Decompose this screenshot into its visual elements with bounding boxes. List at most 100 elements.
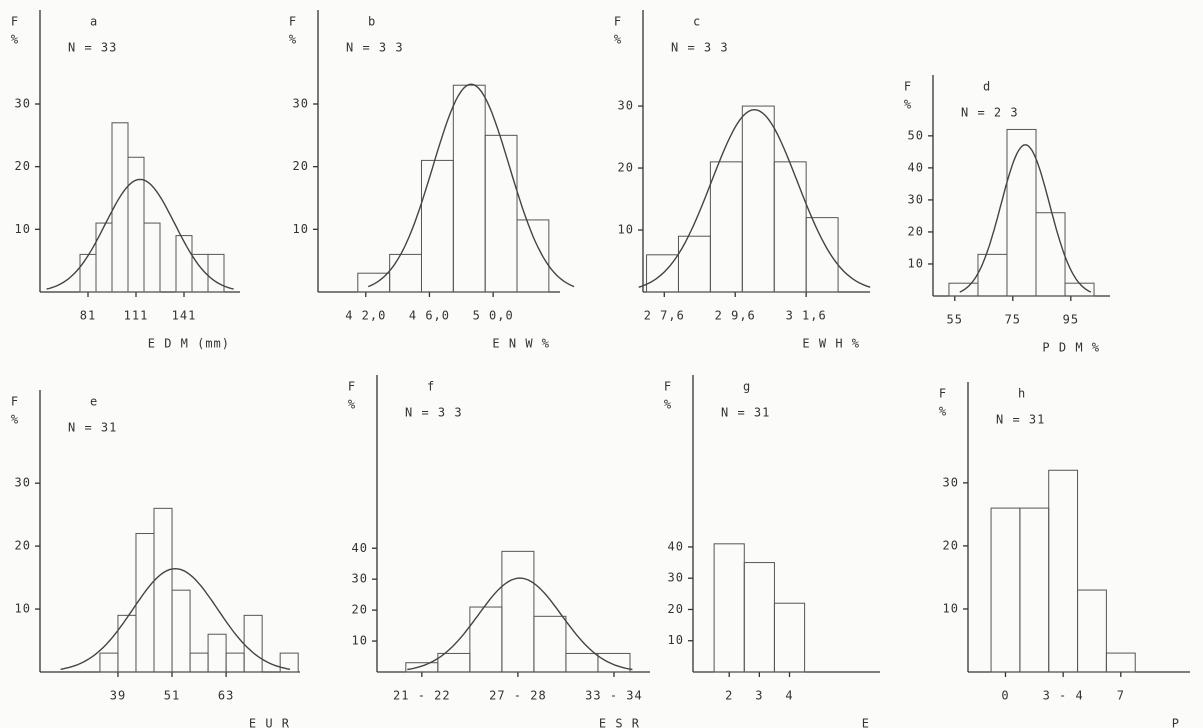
y-tick-label: 30 bbox=[943, 475, 959, 489]
y-tick-label: 10 bbox=[943, 601, 959, 615]
panel-letter: e bbox=[90, 395, 98, 409]
bar bbox=[805, 217, 839, 293]
n-label: N = 31 bbox=[68, 421, 117, 435]
panel-letter: h bbox=[1018, 387, 1026, 401]
bar bbox=[1077, 589, 1107, 673]
bar bbox=[677, 235, 711, 293]
x-label: P D M % bbox=[1042, 341, 1100, 355]
x-label: E bbox=[862, 717, 870, 728]
bar bbox=[153, 507, 173, 673]
bar bbox=[117, 614, 137, 673]
bar bbox=[127, 156, 145, 293]
x-tick-label: 141 bbox=[172, 309, 197, 323]
x-tick-label: 2 9,6 bbox=[715, 309, 756, 323]
y-tick-label: 20 bbox=[15, 159, 31, 173]
x-tick-label: 51 bbox=[164, 689, 180, 703]
n-label: N = 33 bbox=[68, 41, 117, 55]
y-label: % bbox=[289, 33, 297, 47]
bar bbox=[709, 161, 743, 293]
y-label: % bbox=[348, 398, 356, 412]
x-tick-label: 7 bbox=[1117, 689, 1125, 703]
panel-letter: c bbox=[693, 15, 701, 29]
y-tick-label: 50 bbox=[908, 128, 924, 142]
y-label: F bbox=[289, 15, 297, 29]
bar bbox=[1006, 128, 1037, 297]
bar bbox=[95, 222, 113, 293]
bar bbox=[713, 543, 745, 673]
bar bbox=[501, 550, 535, 673]
bar bbox=[977, 253, 1008, 297]
bar bbox=[243, 614, 263, 673]
x-tick-label: 3 1,6 bbox=[786, 309, 827, 323]
y-tick-label: 30 bbox=[618, 99, 634, 113]
x-label: E U R bbox=[249, 717, 290, 728]
x-tick-label: 3 - 4 bbox=[1043, 689, 1084, 703]
y-tick-label: 10 bbox=[668, 633, 684, 647]
y-label: F bbox=[348, 380, 356, 394]
y-tick-label: 20 bbox=[15, 539, 31, 553]
y-label: % bbox=[614, 33, 622, 47]
x-tick-label: 55 bbox=[947, 313, 963, 327]
x-tick-label: 95 bbox=[1063, 313, 1079, 327]
x-tick-label: 81 bbox=[80, 309, 96, 323]
x-tick-label: 63 bbox=[218, 689, 234, 703]
x-tick-label: 0 bbox=[1001, 689, 1009, 703]
panel-letter: a bbox=[90, 15, 98, 29]
bar bbox=[79, 253, 97, 293]
panel-letter: f bbox=[427, 380, 435, 394]
bar bbox=[225, 652, 245, 673]
y-tick-label: 40 bbox=[908, 160, 924, 174]
bar bbox=[773, 602, 806, 673]
y-label: F bbox=[614, 15, 622, 29]
y-tick-label: 20 bbox=[908, 224, 924, 238]
bar bbox=[469, 606, 503, 673]
y-label: % bbox=[664, 398, 672, 412]
bar bbox=[135, 533, 155, 673]
bar bbox=[484, 134, 518, 293]
bar bbox=[207, 253, 225, 293]
y-tick-label: 10 bbox=[15, 222, 31, 236]
y-tick-label: 10 bbox=[352, 634, 368, 648]
n-label: N = 31 bbox=[996, 413, 1045, 427]
bar bbox=[189, 652, 209, 673]
n-label: N = 3 3 bbox=[405, 406, 463, 420]
y-tick-label: 20 bbox=[293, 159, 309, 173]
x-tick-label: 21 - 22 bbox=[393, 689, 451, 703]
panel-letter: d bbox=[983, 80, 991, 94]
bar bbox=[420, 159, 454, 293]
panel-letter: g bbox=[743, 380, 751, 394]
y-tick-label: 30 bbox=[352, 572, 368, 586]
y-tick-label: 30 bbox=[15, 97, 31, 111]
x-tick-label: 75 bbox=[1005, 313, 1021, 327]
fit-curve bbox=[46, 178, 234, 290]
bar bbox=[1105, 652, 1136, 673]
bar bbox=[597, 652, 631, 673]
x-tick-label: 33 - 34 bbox=[585, 689, 643, 703]
bar bbox=[171, 589, 191, 673]
fit-curve bbox=[638, 108, 871, 288]
bar bbox=[1035, 212, 1066, 297]
x-tick-label: 5 0,0 bbox=[473, 309, 514, 323]
y-tick-label: 30 bbox=[15, 476, 31, 490]
y-tick-label: 10 bbox=[293, 222, 309, 236]
x-tick-label: 4 6,0 bbox=[409, 309, 450, 323]
y-tick-label: 20 bbox=[618, 161, 634, 175]
y-label: F bbox=[939, 387, 947, 401]
x-label: E W H % bbox=[802, 337, 860, 351]
bar bbox=[437, 652, 471, 673]
y-tick-label: 20 bbox=[668, 602, 684, 616]
bar bbox=[1048, 469, 1079, 673]
y-label: % bbox=[939, 405, 947, 419]
y-label: % bbox=[11, 33, 19, 47]
x-tick-label: 3 bbox=[755, 689, 763, 703]
bar bbox=[99, 652, 119, 673]
x-tick-label: 39 bbox=[110, 689, 126, 703]
bar bbox=[773, 161, 807, 293]
bar bbox=[743, 562, 775, 673]
y-label: F bbox=[664, 380, 672, 394]
y-label: F bbox=[11, 395, 19, 409]
bar bbox=[143, 222, 161, 293]
bar bbox=[279, 652, 299, 673]
x-label: P bbox=[1172, 717, 1180, 728]
